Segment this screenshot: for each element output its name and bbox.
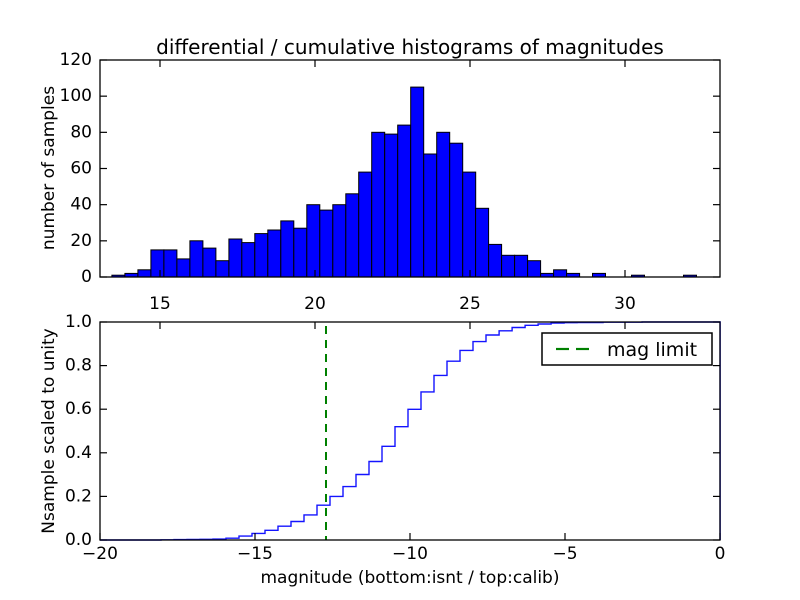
bottom-y-tick-label: 0.2 xyxy=(65,486,92,506)
histogram-bar xyxy=(294,228,307,277)
top-y-tick-label: 0 xyxy=(81,267,92,287)
bottom-x-tick-label: −20 xyxy=(82,544,118,564)
histogram-bar xyxy=(333,205,346,277)
top-y-tick-label: 40 xyxy=(70,195,92,215)
bottom-x-tick-label: −5 xyxy=(552,544,577,564)
histogram-bar xyxy=(372,132,385,277)
histogram-bar xyxy=(554,270,567,277)
top-y-tick-label: 60 xyxy=(70,159,92,179)
calib-x-tick-label: 20 xyxy=(304,294,326,314)
top-y-tick-labels: 0 20 40 60 80 100 120 xyxy=(60,50,92,287)
histogram-bar xyxy=(281,221,294,277)
histogram-bar xyxy=(242,243,255,277)
histogram-bar xyxy=(476,208,489,277)
histogram-bar xyxy=(463,172,476,277)
histogram-bar xyxy=(216,261,229,277)
histogram-bar xyxy=(502,255,515,277)
x-axis-label: magnitude (bottom:isnt / top:calib) xyxy=(261,568,560,588)
histogram-bar xyxy=(307,205,320,277)
histogram-bar xyxy=(203,248,216,277)
bottom-y-tick-label: 0.6 xyxy=(65,399,92,419)
figure-canvas: differential / cumulative histograms of … xyxy=(0,0,800,600)
histogram-bar xyxy=(190,241,203,277)
histogram-bar xyxy=(229,239,242,277)
top-y-tick-label: 20 xyxy=(70,231,92,251)
legend: mag limit xyxy=(542,333,712,365)
bottom-x-tick-label: −10 xyxy=(392,544,428,564)
bottom-x-tick-label: −15 xyxy=(237,544,273,564)
top-y-tick-label: 120 xyxy=(60,50,92,70)
bottom-y-tick-labels: 0.00.20.40.60.81.0 xyxy=(65,312,92,550)
histogram-bar xyxy=(411,87,424,277)
top-y-axis-label: number of samples xyxy=(39,86,59,250)
histogram-bar xyxy=(450,143,463,277)
calib-x-tick-label: 15 xyxy=(149,294,171,314)
histogram-bar xyxy=(359,172,372,277)
legend-label: mag limit xyxy=(607,339,697,361)
bottom-y-tick-label: 1.0 xyxy=(65,312,92,332)
top-y-tick-label: 100 xyxy=(60,86,92,106)
histogram-bar xyxy=(346,194,359,277)
bottom-y-tick-label: 0.8 xyxy=(65,356,92,376)
top-y-tick-label: 80 xyxy=(70,122,92,142)
bottom-x-tick-labels: −20 −15 −10 −5 0 xyxy=(82,544,725,564)
calib-x-tick-labels: 15 20 25 30 xyxy=(149,294,636,314)
bottom-cumulative-axes: mag limit Nsample scaled to unity magnit… xyxy=(39,312,725,588)
histogram-bar xyxy=(489,244,502,277)
bottom-x-tick-label: 0 xyxy=(715,544,726,564)
charts-svg: differential / cumulative histograms of … xyxy=(0,0,800,600)
bottom-y-tick-label: 0.4 xyxy=(65,443,92,463)
calib-x-tick-label: 30 xyxy=(614,294,636,314)
chart-title: differential / cumulative histograms of … xyxy=(156,35,664,59)
histogram-bar xyxy=(398,125,411,277)
calib-x-tick-label: 25 xyxy=(459,294,481,314)
histogram-bar xyxy=(151,250,164,277)
bottom-y-axis-label: Nsample scaled to unity xyxy=(39,328,59,533)
histogram-bar xyxy=(320,210,333,277)
histogram-bar xyxy=(528,261,541,277)
histogram-bar xyxy=(138,270,151,277)
top-histogram-axes: differential / cumulative histograms of … xyxy=(39,35,720,314)
histogram-bar xyxy=(437,132,450,277)
histogram-bars xyxy=(112,87,697,277)
histogram-bar xyxy=(164,250,177,277)
histogram-bar xyxy=(515,255,528,277)
histogram-bar xyxy=(424,154,437,277)
histogram-bar xyxy=(177,259,190,277)
histogram-bar xyxy=(268,230,281,277)
histogram-bar xyxy=(385,134,398,277)
histogram-bar xyxy=(255,234,268,277)
